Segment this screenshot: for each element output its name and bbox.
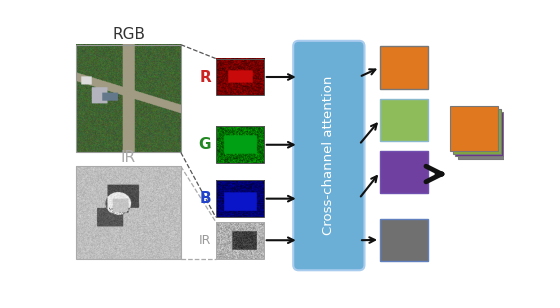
Text: R: R	[199, 70, 211, 84]
Bar	[458, 114, 506, 159]
Bar	[380, 219, 428, 261]
Text: IR: IR	[121, 150, 136, 165]
Bar	[380, 99, 428, 141]
Bar	[76, 166, 181, 259]
Bar	[455, 111, 503, 156]
FancyBboxPatch shape	[293, 41, 365, 270]
Text: Cross-channel attention: Cross-channel attention	[323, 76, 335, 235]
Bar	[450, 106, 498, 151]
Bar	[216, 59, 264, 95]
Bar	[76, 45, 181, 152]
Bar	[380, 46, 428, 89]
Bar	[216, 126, 264, 163]
Text: B: B	[199, 191, 211, 206]
Bar	[216, 180, 264, 217]
Bar	[216, 222, 264, 259]
Text: RGB: RGB	[112, 26, 145, 42]
Text: IR: IR	[199, 234, 211, 247]
Text: G: G	[199, 137, 211, 152]
Bar	[380, 151, 428, 193]
Bar	[453, 109, 501, 154]
